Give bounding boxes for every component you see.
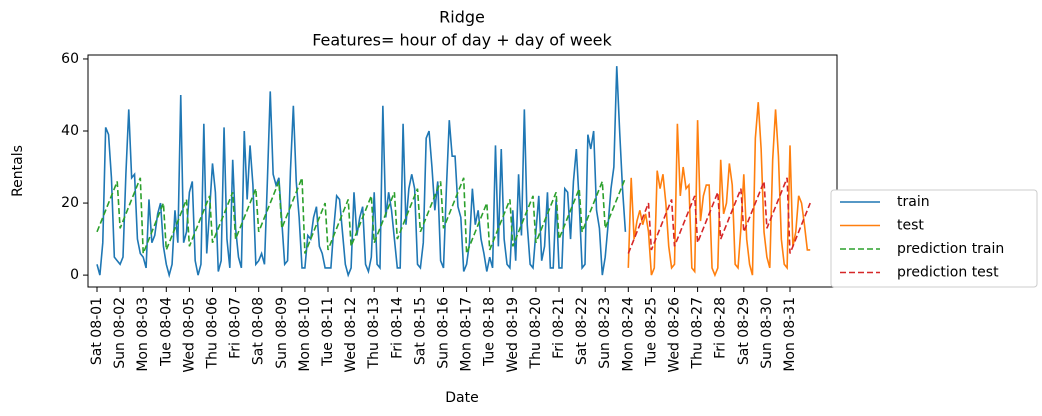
y-tick-label: 40: [61, 123, 79, 139]
x-tick-label: Tue 08-11: [320, 297, 336, 367]
x-tick-label: Sat 08-01: [89, 297, 105, 365]
x-tick-label: Wed 08-26: [667, 297, 683, 373]
plot-frame: [87, 54, 838, 288]
x-tick-label: Thu 08-20: [528, 297, 544, 369]
x-tick-label: Fri 08-07: [228, 297, 244, 359]
legend-label: train: [897, 194, 930, 210]
x-tick-label: Mon 08-03: [135, 297, 151, 372]
x-tick-label: Tue 08-25: [643, 297, 659, 367]
x-tick-label: Wed 08-12: [343, 297, 359, 373]
x-tick-label: Thu 08-27: [690, 297, 706, 369]
y-tick-label: 20: [61, 195, 79, 211]
x-tick-label: Sun 08-09: [274, 297, 290, 369]
legend-label: prediction test: [897, 265, 999, 281]
x-tick-label: Thu 08-13: [366, 297, 382, 369]
series-line: [96, 177, 627, 254]
x-tick-label: Wed 08-19: [505, 297, 521, 373]
x-tick-label: Mon 08-17: [459, 297, 475, 372]
x-tick-label: Wed 08-05: [181, 297, 197, 373]
x-tick-label: Sun 08-02: [112, 297, 128, 369]
series-line: [96, 66, 627, 279]
x-tick-label: Sun 08-16: [436, 297, 452, 369]
legend-label: test: [897, 218, 924, 234]
x-tick-label: Tue 08-18: [482, 297, 498, 367]
x-tick-label: Tue 08-04: [158, 297, 174, 367]
x-tick-label: Sat 08-08: [251, 297, 267, 365]
x-axis-label: Date: [445, 390, 478, 406]
x-tick-label: Thu 08-06: [205, 297, 221, 370]
y-tick-label: 0: [70, 267, 79, 283]
x-tick-label: Mon 08-24: [620, 297, 636, 372]
x-tick-label: Sat 08-15: [412, 297, 428, 365]
x-tick-label: Sun 08-23: [597, 297, 613, 369]
x-tick-label: Sat 08-22: [574, 297, 590, 365]
x-tick-label: Sat 08-29: [736, 297, 752, 365]
chart-title: Ridge: [439, 8, 485, 27]
legend-label: prediction train: [897, 241, 1004, 257]
x-tick-label: Sun 08-30: [759, 297, 775, 369]
y-axis-label: Rentals: [10, 145, 26, 197]
series-line: [627, 177, 811, 254]
x-tick-label: Fri 08-21: [551, 297, 567, 359]
x-tick-label: Fri 08-28: [713, 297, 729, 359]
chart-subtitle: Features= hour of day + day of week: [312, 31, 612, 50]
legend-box: [830, 189, 1038, 288]
series-line: [627, 102, 811, 278]
x-tick-label: Mon 08-31: [782, 297, 798, 372]
x-tick-label: Mon 08-10: [297, 297, 313, 372]
x-tick-label: Fri 08-14: [389, 297, 405, 359]
y-tick-label: 60: [61, 51, 79, 67]
